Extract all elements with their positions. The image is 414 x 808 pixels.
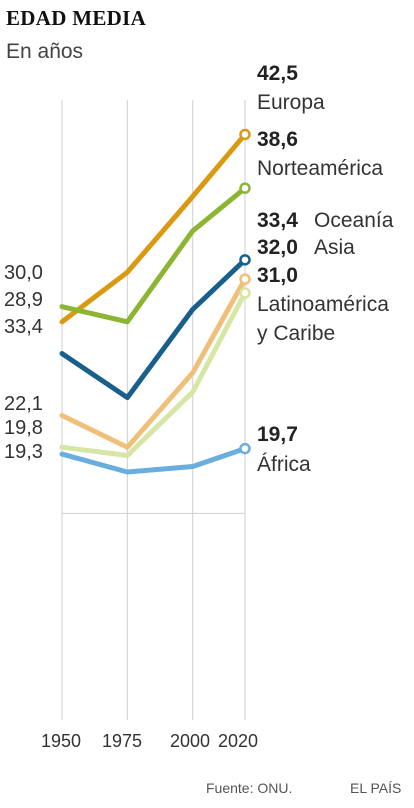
end-value-label-0: 42,5 xyxy=(257,62,298,85)
series-end-marker-1 xyxy=(239,182,251,194)
series-line-1 xyxy=(59,185,248,325)
x-axis: 1950 1975 2000 2020 xyxy=(41,731,258,751)
grid xyxy=(61,100,246,720)
series-name-label-4: Latinoamérica xyxy=(257,293,389,316)
footer: Fuente: ONU. EL PAÍS xyxy=(206,780,401,796)
series-name-label-0: Europa xyxy=(257,91,325,114)
series-end-marker-5 xyxy=(239,442,251,455)
series-name-label-5: África xyxy=(257,453,311,476)
start-value-label: 19,3 xyxy=(4,441,43,463)
brand-logo: EL PAÍS xyxy=(350,780,401,796)
x-tick-label: 1950 xyxy=(41,731,81,751)
start-value-label: 30,0 xyxy=(4,262,43,284)
series-end-marker-0 xyxy=(239,128,251,141)
series-end-marker-3 xyxy=(239,273,251,285)
series-line-5 xyxy=(59,446,248,475)
x-tick-label: 2000 xyxy=(170,731,210,751)
end-value-label-3: 32,0 xyxy=(257,236,298,259)
x-tick-label: 2020 xyxy=(218,731,258,751)
source-note: Fuente: ONU. xyxy=(206,780,292,796)
series-name-label-2: Oceanía xyxy=(314,209,394,232)
series-end-marker-2 xyxy=(239,254,251,266)
end-value-label-2: 33,4 xyxy=(257,209,298,232)
series-name-label-4: y Caribe xyxy=(257,322,335,345)
data-labels: 42,5 Europa 38,6 Norteamérica 33,4 Oceanía 32,… xyxy=(4,62,394,476)
start-value-label: 33,4 xyxy=(4,316,43,338)
end-value-label-4: 31,0 xyxy=(257,264,298,287)
series-name-label-1: Norteamérica xyxy=(257,157,383,180)
end-value-label-5: 19,7 xyxy=(257,423,298,446)
series-line-3 xyxy=(59,276,248,450)
series-name-label-3: Asia xyxy=(314,236,355,259)
start-value-label: 22,1 xyxy=(4,393,43,415)
series-lines xyxy=(59,128,251,475)
start-value-label: 19,8 xyxy=(4,417,43,439)
series-line-2 xyxy=(59,257,248,401)
chart-subtitle: En años xyxy=(6,40,84,63)
chart-title: EDAD MEDIA xyxy=(6,6,147,30)
end-value-label-1: 38,6 xyxy=(257,128,298,151)
x-tick-label: 1975 xyxy=(102,731,142,751)
series-line-0 xyxy=(59,131,248,325)
series-line-4 xyxy=(59,290,248,458)
series-end-marker-4 xyxy=(239,287,251,299)
start-value-label: 28,9 xyxy=(4,289,43,311)
